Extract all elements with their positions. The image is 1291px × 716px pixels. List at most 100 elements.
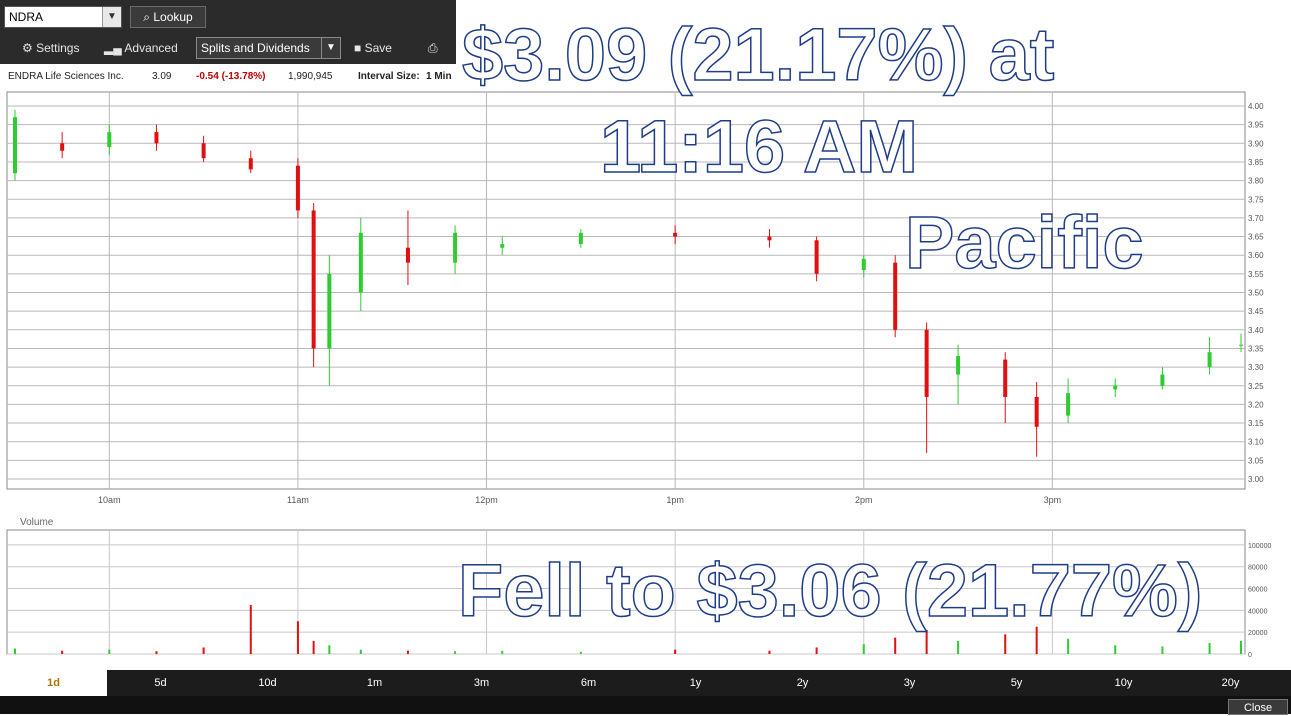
volume-bar: [501, 650, 504, 654]
volume-bar: [862, 644, 865, 654]
range-tab-5d[interactable]: 5d: [154, 677, 167, 689]
chart-icon: ▂▄: [104, 41, 122, 55]
candle-body: [327, 273, 332, 349]
y-tick-label: 3.05: [1248, 456, 1264, 465]
volume-bar: [406, 650, 409, 654]
y-tick-label: 3.95: [1248, 121, 1264, 130]
y-tick-label: 3.50: [1248, 289, 1264, 298]
volume-title: Volume: [20, 517, 54, 528]
y-tick-label: 3.70: [1248, 214, 1264, 223]
range-tab-20y[interactable]: 20y: [1221, 677, 1240, 689]
y-tick-label: 3.55: [1248, 270, 1264, 279]
print-icon[interactable]: ⎙: [428, 41, 438, 55]
overlay-time-line: 11:16 AM: [599, 104, 919, 189]
y-tick-label: 3.10: [1248, 438, 1264, 447]
candle-body: [767, 236, 772, 241]
candle-body: [1160, 374, 1165, 386]
range-tab-3m[interactable]: 3m: [473, 677, 490, 689]
candle-body: [1207, 352, 1212, 368]
candle-body: [1034, 396, 1039, 427]
price-chart[interactable]: 10am 11am 12pm 1pm 2pm 3pm 4.00 3.95 3.90 3.85 3.…: [0, 88, 1291, 508]
interval-value: 1 Min: [426, 71, 452, 82]
y-tick-label: 3.00: [1248, 475, 1264, 484]
advanced-label: Advanced: [124, 41, 178, 55]
volume-bar: [359, 649, 362, 654]
candle-body: [107, 132, 112, 148]
volume-bar: [894, 637, 897, 654]
advanced-button[interactable]: ▂▄ Advanced: [104, 38, 178, 58]
candle-body: [311, 210, 316, 349]
volume-chart: Volume 100000 80000 60000 40000 20000 0: [6, 517, 1271, 659]
symbol-input[interactable]: NDRA ▼: [4, 6, 122, 28]
volume-bar: [14, 648, 16, 654]
y-tick-label: 3.85: [1248, 158, 1264, 167]
quote-info-bar: ENDRA Life Sciences Inc. 3.09 -0.54 (-13…: [0, 64, 456, 88]
lookup-label: Lookup: [153, 10, 193, 24]
overlay-price-line: $3.09 (21.17%) at: [461, 12, 1055, 97]
candle-body: [1066, 393, 1071, 416]
candle-body: [673, 232, 678, 237]
range-tab-3y[interactable]: 3y: [903, 677, 916, 689]
chevron-down-icon[interactable]: ▼: [321, 38, 340, 58]
last-price: 3.09: [152, 71, 172, 82]
bottom-bar: Close: [0, 696, 1291, 715]
range-tabs: 1d 5d 10d 1m 3m 6m 1y 2y 3y 5y 10y 20y: [0, 670, 1291, 696]
candle-body: [248, 158, 253, 170]
x-tick-label: 3pm: [1044, 495, 1062, 505]
volume-bar: [296, 621, 299, 654]
save-icon: ■: [354, 41, 362, 55]
range-tab-1y[interactable]: 1y: [689, 677, 702, 689]
x-tick-label: 2pm: [855, 495, 873, 505]
volume-bar: [1004, 634, 1007, 654]
volume-bar: [61, 650, 64, 654]
volume-bar: [1035, 626, 1038, 654]
toolbar: NDRA ▼ ⌕ Lookup ⚙ Settings ▂▄ Advanced S…: [0, 0, 456, 64]
volume-value: 1,990,945: [288, 71, 333, 82]
volume-bar: [249, 604, 252, 654]
volume-bar: [957, 640, 960, 654]
candle-body: [1003, 359, 1008, 397]
search-icon: ⌕: [143, 10, 150, 24]
range-tab-6m[interactable]: 6m: [580, 677, 597, 689]
candle-body: [500, 244, 505, 248]
range-tab-1d[interactable]: 1d: [0, 670, 107, 696]
splits-label: Splits and Dividends: [201, 41, 310, 55]
close-button[interactable]: Close: [1228, 699, 1288, 715]
y-tick-label: 4.00: [1248, 102, 1264, 111]
volume-bar: [202, 647, 205, 654]
y-tick-label: 3.60: [1248, 251, 1264, 260]
candle-body: [924, 329, 929, 397]
splits-dividends-select[interactable]: Splits and Dividends ▼: [196, 37, 341, 59]
range-tab-10y[interactable]: 10y: [1114, 677, 1133, 689]
save-button[interactable]: ■ Save: [354, 38, 392, 58]
range-tab-5y[interactable]: 5y: [1010, 677, 1023, 689]
y-tick-label: 3.25: [1248, 382, 1264, 391]
range-tab-10d[interactable]: 10d: [258, 677, 277, 689]
candle-body: [1113, 385, 1118, 390]
volume-bar: [1161, 646, 1164, 654]
lookup-button[interactable]: ⌕ Lookup: [130, 6, 206, 28]
candle-body: [956, 355, 961, 375]
y-tick-label: 20000: [1248, 630, 1268, 637]
company-name: ENDRA Life Sciences Inc.: [8, 71, 124, 82]
volume-bar: [925, 630, 928, 654]
symbol-value: NDRA: [9, 10, 44, 24]
volume-bar: [1208, 643, 1211, 654]
candle-body: [60, 143, 65, 151]
volume-bar: [454, 651, 457, 654]
chevron-down-icon[interactable]: ▼: [102, 7, 121, 27]
candle-body: [358, 232, 363, 293]
y-tick-label: 3.40: [1248, 326, 1264, 335]
x-tick-label: 10am: [98, 495, 121, 505]
volume-bar: [674, 649, 677, 654]
y-tick-label: 60000: [1248, 587, 1268, 594]
x-tick-label: 1pm: [666, 495, 684, 505]
x-tick-label: 12pm: [475, 495, 498, 505]
range-tab-1m[interactable]: 1m: [366, 677, 383, 689]
volume-bar: [312, 640, 315, 654]
range-tab-2y[interactable]: 2y: [796, 677, 809, 689]
settings-label: Settings: [36, 41, 80, 55]
volume-bar: [579, 651, 582, 654]
settings-button[interactable]: ⚙ Settings: [22, 38, 79, 58]
volume-bar: [328, 645, 331, 654]
